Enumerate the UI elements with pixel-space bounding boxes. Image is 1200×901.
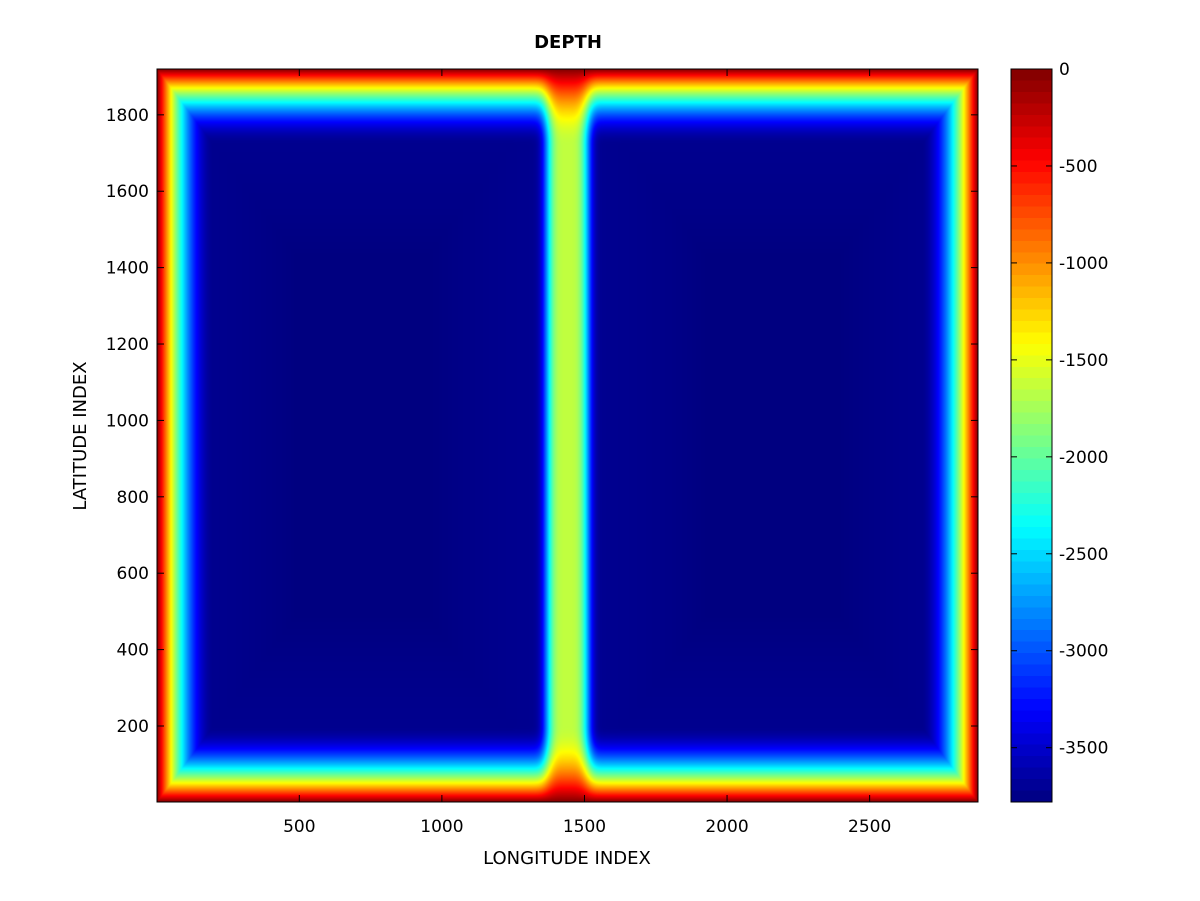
colorbar-tick-label: -3500	[1059, 739, 1108, 759]
colorbar: 0 -500 -1000 -1500 -2000 -2500 -3000 -3500	[1010, 60, 1108, 803]
x-axis-label: LONGITUDE INDEX	[483, 848, 651, 869]
colorbar-frame	[1010, 68, 1053, 803]
colorbar-tick-label: -1000	[1059, 254, 1108, 274]
y-tick-label: 600	[117, 564, 149, 584]
colorbar-tick-label: -1500	[1059, 351, 1108, 371]
y-tick-label: 1600	[106, 182, 149, 202]
plot-frame	[156, 68, 979, 803]
colorbar-ticks: 0 -500 -1000 -1500 -2000 -2500 -3000 -3500	[1011, 60, 1108, 759]
x-tick-label: 2000	[705, 817, 748, 837]
x-tick-label: 500	[283, 817, 315, 837]
x-axis: 500 1000 1500 2000 2500	[283, 69, 891, 837]
y-tick-label: 400	[117, 641, 149, 661]
y-tick-label: 200	[117, 717, 149, 737]
colorbar-tick-label: 0	[1059, 60, 1070, 80]
y-tick-label: 1000	[106, 411, 149, 431]
chart-title: DEPTH	[534, 32, 602, 53]
colorbar-tick-label: -2500	[1059, 545, 1108, 565]
y-tick-label: 1200	[106, 335, 149, 355]
y-tick-label: 800	[117, 488, 149, 508]
colorbar-gradient	[1011, 69, 1052, 802]
y-axis: 200 400 600 800 1000 1200 1400 1600 1800	[106, 106, 978, 737]
x-tick-label: 1500	[563, 817, 606, 837]
heatmap	[157, 69, 978, 802]
colorbar-tick-label: -2000	[1059, 448, 1108, 468]
x-tick-label: 1000	[420, 817, 463, 837]
colorbar-tick-label: -500	[1059, 157, 1098, 177]
y-tick-label: 1400	[106, 259, 149, 279]
y-axis-label: LATITUDE INDEX	[70, 361, 91, 510]
colorbar-tick-label: -3000	[1059, 642, 1108, 662]
y-tick-label: 1800	[106, 106, 149, 126]
x-tick-label: 2500	[848, 817, 891, 837]
plot-area: 500 1000 1500 2000 2500 200 400 600 800 1000 1200…	[106, 68, 979, 837]
